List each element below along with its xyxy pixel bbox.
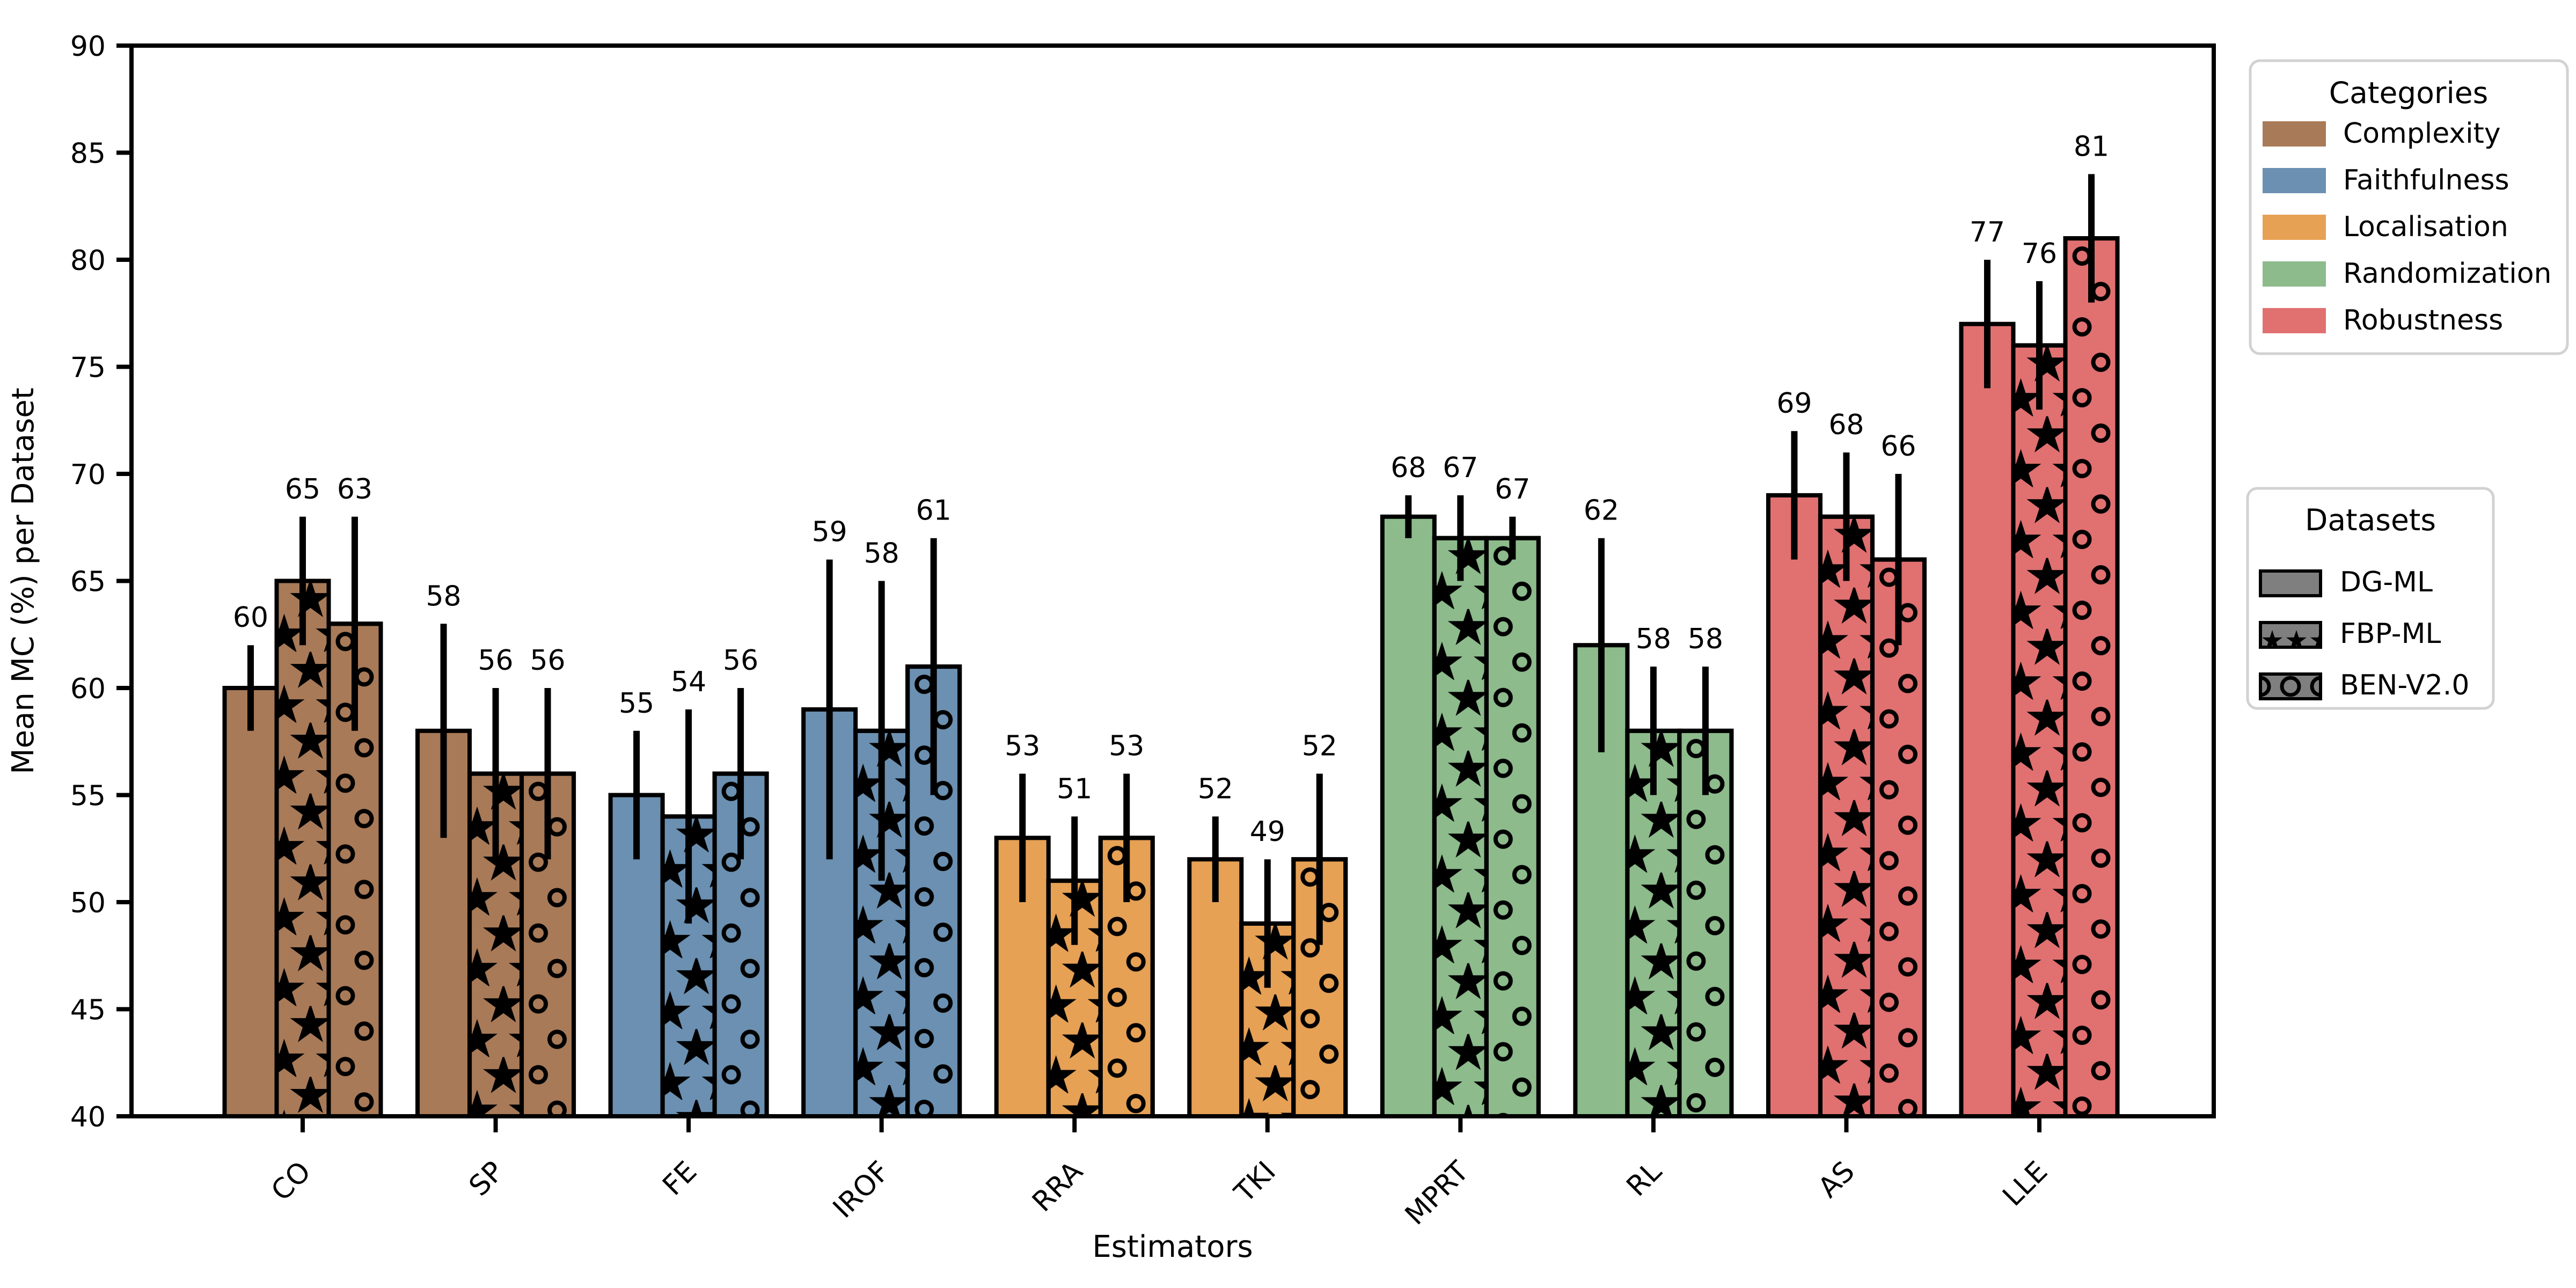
- y-tick-label: 45: [70, 994, 106, 1027]
- bar-value-label: 56: [478, 645, 513, 677]
- bar-value-label: 81: [2074, 130, 2109, 163]
- bar-DG-ML-CO: [222, 686, 279, 1118]
- bar-value-label: 77: [1970, 216, 2005, 248]
- bar-value-label: 63: [337, 473, 372, 506]
- legend-swatch-localisation: [2263, 215, 2326, 240]
- bar-value-label: 52: [1198, 773, 1233, 805]
- legend-swatch-hatch: [2259, 672, 2322, 700]
- y-axis-label: Mean MC (%) per Dataset: [6, 387, 41, 774]
- categories-legend-label: Faithfulness: [2343, 164, 2509, 196]
- categories-legend-label: Localisation: [2343, 211, 2508, 243]
- bar-value-label: 51: [1057, 773, 1092, 805]
- bar-DG-ML-AS: [1766, 493, 1823, 1118]
- bar-value-label: 52: [1302, 730, 1337, 763]
- bar-value-label: 58: [1688, 623, 1723, 655]
- y-tick-label: 90: [70, 31, 106, 63]
- bar-value-label: 53: [1005, 730, 1040, 763]
- bar-hatch-BEN-V2.0-LLE: [2063, 236, 2120, 1119]
- categories-legend-box: [2249, 59, 2569, 355]
- bars-layer: [222, 236, 2120, 1119]
- y-tick-label: 60: [70, 673, 106, 705]
- bar-value-label: 67: [1495, 473, 1530, 506]
- bar-value-label: 59: [812, 516, 847, 548]
- bar-value-label: 66: [1880, 430, 1916, 463]
- datasets-legend-label: DG-ML: [2340, 566, 2433, 598]
- bar-value-label: 67: [1443, 452, 1478, 484]
- categories-legend-label: Randomization: [2343, 258, 2552, 290]
- bar-value-label: 54: [671, 666, 706, 698]
- bar-value-label: 69: [1776, 387, 1812, 420]
- datasets-legend-title: Datasets: [2305, 503, 2436, 537]
- bar-value-label: 61: [916, 495, 952, 527]
- bar-value-label: 65: [285, 473, 320, 506]
- legend-swatch-hatch: [2259, 621, 2322, 649]
- y-tick-label: 75: [70, 352, 106, 384]
- datasets-legend-box: [2246, 487, 2495, 710]
- bar-value-label: 62: [1584, 495, 1619, 527]
- bar-value-label: 56: [723, 645, 758, 677]
- bar-hatch-FBP-ML-CO: [274, 579, 331, 1118]
- bar-value-label: 68: [1391, 452, 1426, 484]
- x-axis-label: Estimators: [1092, 1230, 1253, 1264]
- bar-DG-ML-LLE: [1959, 321, 2016, 1119]
- bar-value-label: 55: [619, 687, 654, 720]
- bar-value-label: 53: [1109, 730, 1144, 763]
- legend-swatch-faithfulness: [2263, 168, 2326, 193]
- bar-value-label: 58: [1636, 623, 1671, 655]
- value-labels-layer: 60 65 63 58 56 56 55 54 56 59 58 61 53 51 53 52 49 52 68 67…: [233, 130, 2109, 848]
- y-tick-label: 85: [70, 138, 106, 170]
- categories-legend-title: Categories: [2329, 76, 2488, 110]
- categories-legend-label: Robustness: [2343, 304, 2503, 336]
- y-tick-label: 55: [70, 780, 106, 813]
- error-bars-layer: [247, 174, 2095, 988]
- y-tick-label: 70: [70, 459, 106, 491]
- legend-swatch-randomization: [2263, 261, 2326, 287]
- y-tick-label: 65: [70, 566, 106, 598]
- legends-layer: Categories Complexity Faithfulness Localisa…: [2246, 59, 2569, 710]
- y-tick-label: 80: [70, 245, 106, 277]
- bar-DG-ML-MPRT: [1380, 514, 1437, 1118]
- y-tick-label: 50: [70, 887, 106, 919]
- bar-hatch-FBP-ML-MPRT: [1432, 536, 1489, 1119]
- datasets-legend-label: BEN-V2.0: [2340, 669, 2469, 701]
- bar-hatch-FBP-ML-LLE: [2011, 343, 2068, 1118]
- datasets-legend-label: FBP-ML: [2340, 618, 2441, 650]
- bar-value-label: 76: [2022, 238, 2057, 270]
- bar-value-label: 68: [1828, 409, 1864, 441]
- bar-hatch-FBP-ML-AS: [1818, 514, 1875, 1118]
- bar-value-label: 60: [233, 602, 268, 634]
- bar-hatch-BEN-V2.0-MPRT: [1484, 536, 1541, 1119]
- legend-swatch-dg-ml: [2259, 569, 2322, 597]
- legend-swatch-robustness: [2263, 308, 2326, 333]
- y-tick-label: 40: [70, 1101, 106, 1133]
- bar-value-label: 58: [864, 538, 899, 570]
- bar-value-label: 56: [530, 645, 565, 677]
- legend-swatch-complexity: [2263, 121, 2326, 147]
- categories-legend-label: Complexity: [2343, 118, 2501, 150]
- bar-value-label: 49: [1250, 816, 1285, 848]
- bar-value-label: 58: [426, 580, 461, 612]
